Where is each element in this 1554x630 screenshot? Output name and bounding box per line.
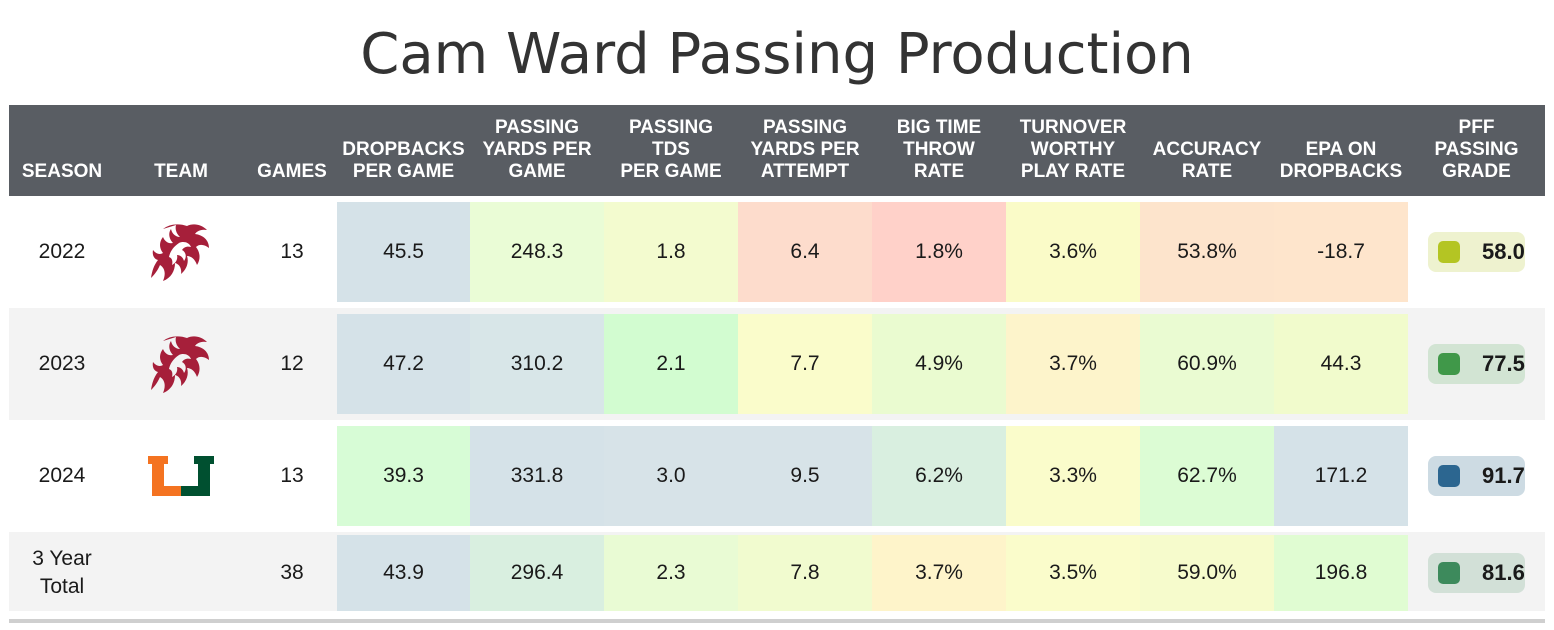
column-header-passing-tds-per-game: PASSING TDS PER GAME [620, 117, 722, 182]
table-row: 2023 12 47.2 310.2 2.1 7.7 4.9% 3.7% 60.… [9, 308, 1545, 420]
passing-tds-per-game-cell: 1.8 [604, 202, 738, 302]
grade-color-swatch [1438, 562, 1460, 584]
grade-value: 58.0 [1482, 239, 1525, 264]
big-time-throw-rate-cell: 4.9% [872, 314, 1006, 414]
pff-grade-cell: 81.6 [1408, 535, 1545, 611]
table-bottom-border [9, 619, 1545, 623]
passing-yards-per-attempt-cell: 9.5 [738, 426, 872, 526]
games-cell: 13 [280, 464, 304, 487]
passing-yards-per-game-cell: 331.8 [470, 426, 604, 526]
grade-badge: 58.0 [1428, 232, 1525, 272]
column-header-epa-on-dropbacks: EPA ON DROPBACKS [1279, 139, 1403, 182]
grade-value: 91.7 [1482, 463, 1525, 488]
passing-yards-per-game-cell: 296.4 [470, 535, 604, 611]
accuracy-rate-cell: 53.8% [1140, 202, 1274, 302]
passing-yards-per-attempt-cell: 6.4 [738, 202, 872, 302]
grade-color-swatch [1438, 465, 1460, 487]
big-time-throw-rate-cell: 1.8% [872, 202, 1006, 302]
passing-stats-table: SEASON TEAM GAMES DROPBACKS PER GAME PAS… [9, 105, 1545, 611]
table-row: 3 Year Total 38 43.9 296.4 2.3 7.8 3.7% … [9, 532, 1545, 611]
page-title: Cam Ward Passing Production [360, 22, 1194, 87]
big-time-throw-rate-cell: 3.7% [872, 535, 1006, 611]
grade-value: 81.6 [1482, 560, 1525, 585]
epa-on-dropbacks-cell: -18.7 [1274, 202, 1408, 302]
column-header-games: GAMES [257, 161, 327, 182]
column-header-season: SEASON [21, 161, 103, 182]
grade-value: 77.5 [1482, 351, 1525, 376]
epa-on-dropbacks-cell: 196.8 [1274, 535, 1408, 611]
passing-yards-per-attempt-cell: 7.7 [738, 314, 872, 414]
dropbacks-per-game-cell: 45.5 [337, 202, 470, 302]
accuracy-rate-cell: 60.9% [1140, 314, 1274, 414]
column-header-big-time-throw-rate: BIG TIME THROW RATE [896, 117, 982, 182]
column-header-accuracy-rate: ACCURACY RATE [1152, 139, 1262, 182]
pff-grade-cell: 91.7 [1408, 426, 1545, 526]
passing-tds-per-game-cell: 2.3 [604, 535, 738, 611]
team-cell [115, 426, 247, 526]
turnover-worthy-play-rate-cell: 3.7% [1006, 314, 1140, 414]
passing-yards-per-attempt-cell: 7.8 [738, 535, 872, 611]
passing-yards-per-game-cell: 310.2 [470, 314, 604, 414]
team-cell [115, 314, 247, 414]
washington-state-cougars-logo [149, 333, 213, 395]
games-cell: 12 [280, 352, 304, 375]
pff-grade-cell: 77.5 [1408, 314, 1545, 414]
grade-color-swatch [1438, 241, 1460, 263]
column-header-dropbacks-per-game: DROPBACKS PER GAME [342, 139, 465, 182]
turnover-worthy-play-rate-cell: 3.3% [1006, 426, 1140, 526]
season-cell: 2024 [38, 464, 86, 487]
column-header-passing-yards-per-attempt: PASSING YARDS PER ATTEMPT [750, 117, 860, 182]
team-cell [115, 202, 247, 302]
turnover-worthy-play-rate-cell: 3.5% [1006, 535, 1140, 611]
washington-state-cougars-logo [149, 221, 213, 283]
grade-color-swatch [1438, 353, 1460, 375]
grade-badge: 91.7 [1428, 456, 1525, 496]
grade-badge: 77.5 [1428, 344, 1525, 384]
grade-badge: 81.6 [1428, 553, 1525, 593]
epa-on-dropbacks-cell: 44.3 [1274, 314, 1408, 414]
games-cell: 38 [280, 561, 304, 584]
table-row: 2022 13 45.5 248.3 1.8 6.4 1.8% 3.6% 53.… [9, 196, 1545, 308]
table-header: SEASON TEAM GAMES DROPBACKS PER GAME PAS… [9, 105, 1545, 196]
dropbacks-per-game-cell: 39.3 [337, 426, 470, 526]
games-cell: 13 [280, 240, 304, 263]
team-cell [115, 535, 247, 611]
accuracy-rate-cell: 59.0% [1140, 535, 1274, 611]
column-header-team: TEAM [154, 161, 208, 182]
epa-on-dropbacks-cell: 171.2 [1274, 426, 1408, 526]
dropbacks-per-game-cell: 47.2 [337, 314, 470, 414]
accuracy-rate-cell: 62.7% [1140, 426, 1274, 526]
passing-tds-per-game-cell: 2.1 [604, 314, 738, 414]
dropbacks-per-game-cell: 43.9 [337, 535, 470, 611]
table-row: 2024 13 39.3 331.8 3.0 9.5 6.2% 3.3% 62.… [9, 420, 1545, 532]
pff-grade-cell: 58.0 [1408, 202, 1545, 302]
column-header-passing-yards-per-game: PASSING YARDS PER GAME [482, 117, 592, 182]
miami-hurricanes-logo [148, 456, 214, 496]
column-header-turnover-worthy-play-rate: TURNOVER WORTHY PLAY RATE [1019, 117, 1127, 182]
season-cell: 2023 [38, 352, 86, 375]
big-time-throw-rate-cell: 6.2% [872, 426, 1006, 526]
passing-yards-per-game-cell: 248.3 [470, 202, 604, 302]
column-header-pff-passing-grade: PFF PASSING GRADE [1434, 117, 1519, 182]
passing-tds-per-game-cell: 3.0 [604, 426, 738, 526]
season-cell: 2022 [38, 240, 86, 263]
season-cell: 3 Year Total [32, 547, 92, 598]
turnover-worthy-play-rate-cell: 3.6% [1006, 202, 1140, 302]
